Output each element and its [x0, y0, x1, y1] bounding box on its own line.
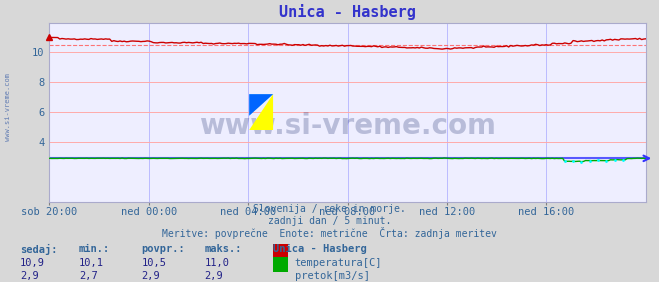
Text: 2,9: 2,9: [142, 271, 160, 281]
Text: temperatura[C]: temperatura[C]: [295, 258, 382, 268]
Text: Unica - Hasberg: Unica - Hasberg: [273, 244, 367, 254]
Text: 2,7: 2,7: [79, 271, 98, 281]
Polygon shape: [249, 94, 273, 116]
Text: sedaj:: sedaj:: [20, 244, 57, 255]
Polygon shape: [249, 94, 273, 116]
Text: 2,9: 2,9: [204, 271, 223, 281]
Text: 10,1: 10,1: [79, 258, 104, 268]
Text: 10,5: 10,5: [142, 258, 167, 268]
Text: Slovenija / reke in morje.: Slovenija / reke in morje.: [253, 204, 406, 214]
Polygon shape: [249, 94, 273, 130]
Text: pretok[m3/s]: pretok[m3/s]: [295, 271, 370, 281]
Text: maks.:: maks.:: [204, 244, 242, 254]
Text: 2,9: 2,9: [20, 271, 38, 281]
Text: www.si-vreme.com: www.si-vreme.com: [5, 73, 11, 141]
Title: Unica - Hasberg: Unica - Hasberg: [279, 4, 416, 20]
Text: 11,0: 11,0: [204, 258, 229, 268]
Text: zadnji dan / 5 minut.: zadnji dan / 5 minut.: [268, 216, 391, 226]
Text: 10,9: 10,9: [20, 258, 45, 268]
Text: Meritve: povprečne  Enote: metrične  Črta: zadnja meritev: Meritve: povprečne Enote: metrične Črta:…: [162, 227, 497, 239]
Text: povpr.:: povpr.:: [142, 244, 185, 254]
Text: www.si-vreme.com: www.si-vreme.com: [199, 113, 496, 140]
Text: min.:: min.:: [79, 244, 110, 254]
